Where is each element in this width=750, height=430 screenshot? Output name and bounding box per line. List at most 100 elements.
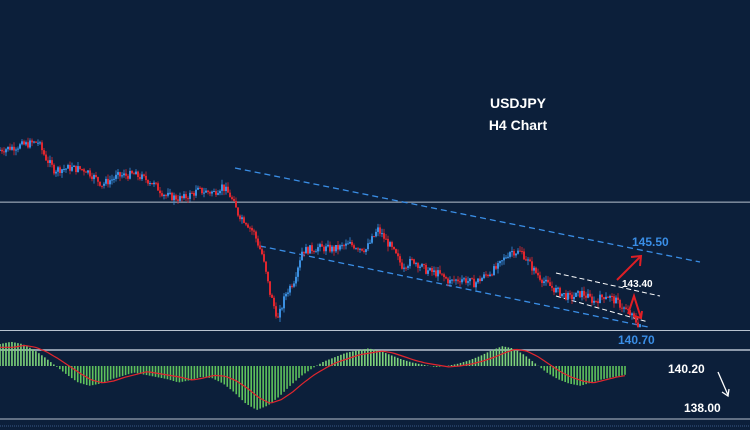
candle-body [339,245,341,250]
candle-body [173,195,175,201]
candle-body [87,170,89,173]
candle-body [493,266,495,276]
candle-body [139,177,141,180]
candle-body [473,278,475,288]
candle-body [429,268,431,271]
candle-body [593,300,595,303]
candle-body [193,192,195,196]
candle-body [53,164,55,174]
candle-body [331,246,333,252]
candle-body [305,247,307,254]
candle-body [229,192,231,198]
candle-body [301,251,303,261]
candle-body [461,279,463,283]
candle-body [85,171,87,173]
candle-body [629,310,631,316]
candle-body [141,174,143,180]
candle-body [275,306,277,317]
candle-body [289,285,291,293]
candle-body [63,168,65,170]
candle-body [357,248,359,250]
candle-body [563,293,565,295]
candle-body [137,171,139,178]
candle-body [431,268,433,272]
candle-body [243,217,245,223]
candle-body [179,196,181,201]
candle-body [35,141,37,143]
chart-title: USDJPY [490,95,547,111]
candle-body [383,233,385,239]
candle-body [51,160,53,165]
candle-body [559,287,561,297]
candle-body [117,172,119,175]
candle-body [217,193,219,195]
candle-body [279,308,281,318]
candle-body [221,184,223,191]
candle-body [105,178,107,184]
candle-body [517,250,519,254]
candle-body [97,177,99,182]
candle-body [249,227,251,229]
candle-body [369,242,371,244]
candle-body [259,245,261,250]
candle-body [233,199,235,201]
candle-body [553,287,555,293]
candle-body [591,296,593,303]
candle-body [101,185,103,187]
candle-body [627,309,629,311]
candle-body [23,141,25,145]
candle-body [491,274,493,276]
candle-body [43,150,45,155]
candle-body [417,263,419,268]
candle-body [21,141,23,145]
candle-body [237,207,239,216]
candle-body [33,141,35,143]
candle-body [157,183,159,191]
candle-body [219,190,221,194]
candle-body [129,170,131,179]
candle-body [367,243,369,250]
candle-body [581,290,583,298]
candle-body [507,256,509,258]
candle-body [163,195,165,197]
candle-body [25,142,27,145]
candle-body [403,267,405,269]
candle-body [13,146,15,151]
candle-body [341,245,343,247]
candle-body [375,231,377,237]
candle-body [15,149,17,151]
candle-body [479,278,481,282]
candle-body [327,244,329,247]
candle-body [5,149,7,153]
candle-body [69,164,71,171]
candle-body [299,260,301,268]
candle-body [527,259,529,261]
candle-body [189,192,191,199]
candle-body [181,196,183,199]
candle-body [401,262,403,269]
candle-body [225,186,227,192]
chart-subtitle: H4 Chart [489,117,548,133]
candle-body [115,174,117,179]
candle-body [381,233,383,235]
candle-body [257,238,259,246]
level-label-143-40: 143.40 [622,279,653,290]
arrow-down-icon [627,292,643,320]
candle-body [79,166,81,170]
candle-body [211,191,213,194]
candle-body [17,148,19,150]
candle-body [497,263,499,269]
candle-body [635,316,637,323]
candle-body [313,251,315,253]
candle-body [307,247,309,254]
candle-body [39,142,41,144]
candle-body [469,278,471,282]
candle-body [131,170,133,174]
candle-body [31,140,33,143]
candle-body [65,168,67,170]
candle-body [143,174,145,176]
candle-body [71,166,73,171]
candle-body [77,166,79,173]
candle-body [405,267,407,269]
candle-body [567,293,569,300]
